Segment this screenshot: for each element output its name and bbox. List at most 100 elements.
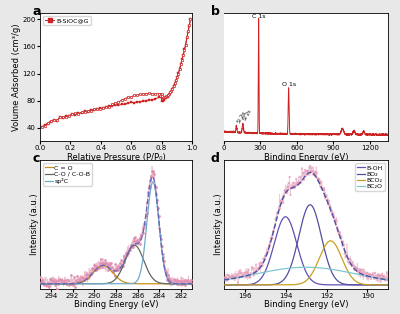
Point: [228, 274, 234, 279]
Point: [318, 186, 325, 191]
Point: [378, 272, 385, 277]
Point: [62, 277, 68, 282]
Point: [272, 223, 278, 228]
Point: [334, 225, 340, 230]
Point: [172, 279, 178, 284]
Point: [326, 199, 332, 204]
Point: [343, 252, 350, 257]
Point: [280, 200, 286, 205]
Point: [168, 279, 175, 284]
Point: [249, 265, 255, 270]
Point: [286, 180, 292, 185]
Point: [260, 256, 267, 261]
Point: [248, 271, 254, 276]
X-axis label: Binding Energy (eV): Binding Energy (eV): [264, 300, 348, 309]
Point: [377, 274, 383, 279]
Point: [347, 257, 354, 262]
Point: [278, 198, 285, 203]
Point: [318, 179, 324, 184]
Point: [75, 279, 81, 284]
Point: [96, 264, 102, 269]
Point: [168, 278, 174, 283]
Point: [167, 277, 173, 282]
Point: [147, 177, 154, 182]
Point: [134, 241, 141, 246]
Point: [258, 264, 265, 269]
Point: [364, 276, 371, 281]
Point: [93, 264, 100, 269]
Point: [60, 279, 67, 284]
Point: [152, 185, 159, 190]
Point: [284, 190, 290, 195]
Point: [270, 229, 276, 234]
Point: [66, 281, 73, 286]
Point: [38, 279, 45, 284]
Point: [383, 275, 390, 280]
Point: [277, 206, 283, 211]
Point: [158, 243, 165, 248]
Point: [165, 273, 171, 278]
Point: [102, 261, 108, 266]
Point: [149, 169, 155, 174]
Point: [122, 255, 128, 260]
Point: [234, 272, 240, 277]
Point: [233, 275, 240, 280]
Point: [296, 181, 302, 186]
Point: [153, 191, 160, 196]
Point: [268, 235, 275, 240]
Point: [73, 279, 80, 284]
Point: [104, 262, 110, 267]
Point: [267, 241, 273, 246]
Point: [313, 172, 319, 177]
Point: [261, 257, 268, 262]
Point: [363, 273, 369, 278]
Point: [126, 248, 132, 253]
Point: [45, 281, 52, 286]
Point: [374, 278, 380, 283]
Point: [339, 239, 346, 244]
Point: [364, 271, 370, 276]
Text: c: c: [32, 152, 40, 165]
X-axis label: Binding Energy (eV): Binding Energy (eV): [264, 153, 348, 162]
Point: [69, 282, 75, 287]
Point: [185, 280, 192, 285]
Point: [349, 263, 355, 268]
Point: [315, 177, 322, 182]
Point: [175, 282, 182, 287]
Point: [359, 270, 365, 275]
Point: [163, 269, 170, 274]
Point: [324, 193, 330, 198]
Point: [39, 277, 46, 282]
Point: [353, 265, 359, 270]
Point: [41, 282, 48, 287]
Point: [333, 219, 340, 224]
Text: b: b: [211, 5, 220, 18]
Point: [50, 280, 57, 285]
Point: [169, 280, 176, 285]
Point: [87, 271, 94, 276]
Point: [88, 266, 95, 271]
Point: [176, 282, 182, 287]
Point: [79, 279, 85, 284]
Point: [365, 272, 372, 277]
Point: [236, 269, 242, 274]
Point: [354, 267, 360, 272]
Point: [136, 242, 143, 247]
Point: [342, 252, 348, 257]
Point: [99, 261, 106, 266]
Point: [115, 263, 122, 268]
Point: [118, 257, 125, 263]
Point: [250, 273, 257, 278]
Point: [38, 280, 44, 285]
Point: [91, 263, 97, 268]
Point: [360, 267, 367, 272]
X-axis label: Relative Pressure (P/P₀): Relative Pressure (P/P₀): [67, 153, 165, 162]
Point: [152, 184, 158, 189]
Point: [56, 276, 63, 281]
Point: [314, 170, 320, 175]
Point: [54, 282, 61, 287]
Point: [255, 266, 262, 271]
Point: [282, 188, 289, 193]
Point: [124, 251, 131, 256]
Point: [297, 174, 304, 179]
